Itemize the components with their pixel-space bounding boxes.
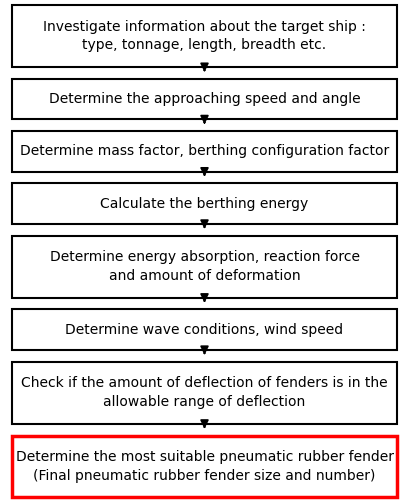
Bar	[12, 362, 397, 424]
Text: Determine energy absorption, reaction force
and amount of deformation: Determine energy absorption, reaction fo…	[49, 250, 360, 283]
Bar	[12, 184, 397, 224]
Bar	[12, 5, 397, 67]
Text: Determine mass factor, berthing configuration factor: Determine mass factor, berthing configur…	[20, 144, 389, 158]
Bar	[12, 131, 397, 172]
Text: Calculate the berthing energy: Calculate the berthing energy	[100, 196, 309, 210]
Text: Determine the most suitable pneumatic rubber fender
(Final pneumatic rubber fend: Determine the most suitable pneumatic ru…	[16, 450, 393, 482]
Text: Determine wave conditions, wind speed: Determine wave conditions, wind speed	[65, 322, 344, 336]
Bar	[12, 79, 397, 119]
Bar	[12, 236, 397, 298]
Text: Determine the approaching speed and angle: Determine the approaching speed and angl…	[49, 92, 360, 106]
Bar	[12, 436, 397, 498]
Bar	[12, 310, 397, 350]
Text: Investigate information about the target ship :
type, tonnage, length, breadth e: Investigate information about the target…	[43, 20, 366, 52]
Text: Check if the amount of deflection of fenders is in the
allowable range of deflec: Check if the amount of deflection of fen…	[21, 376, 388, 409]
